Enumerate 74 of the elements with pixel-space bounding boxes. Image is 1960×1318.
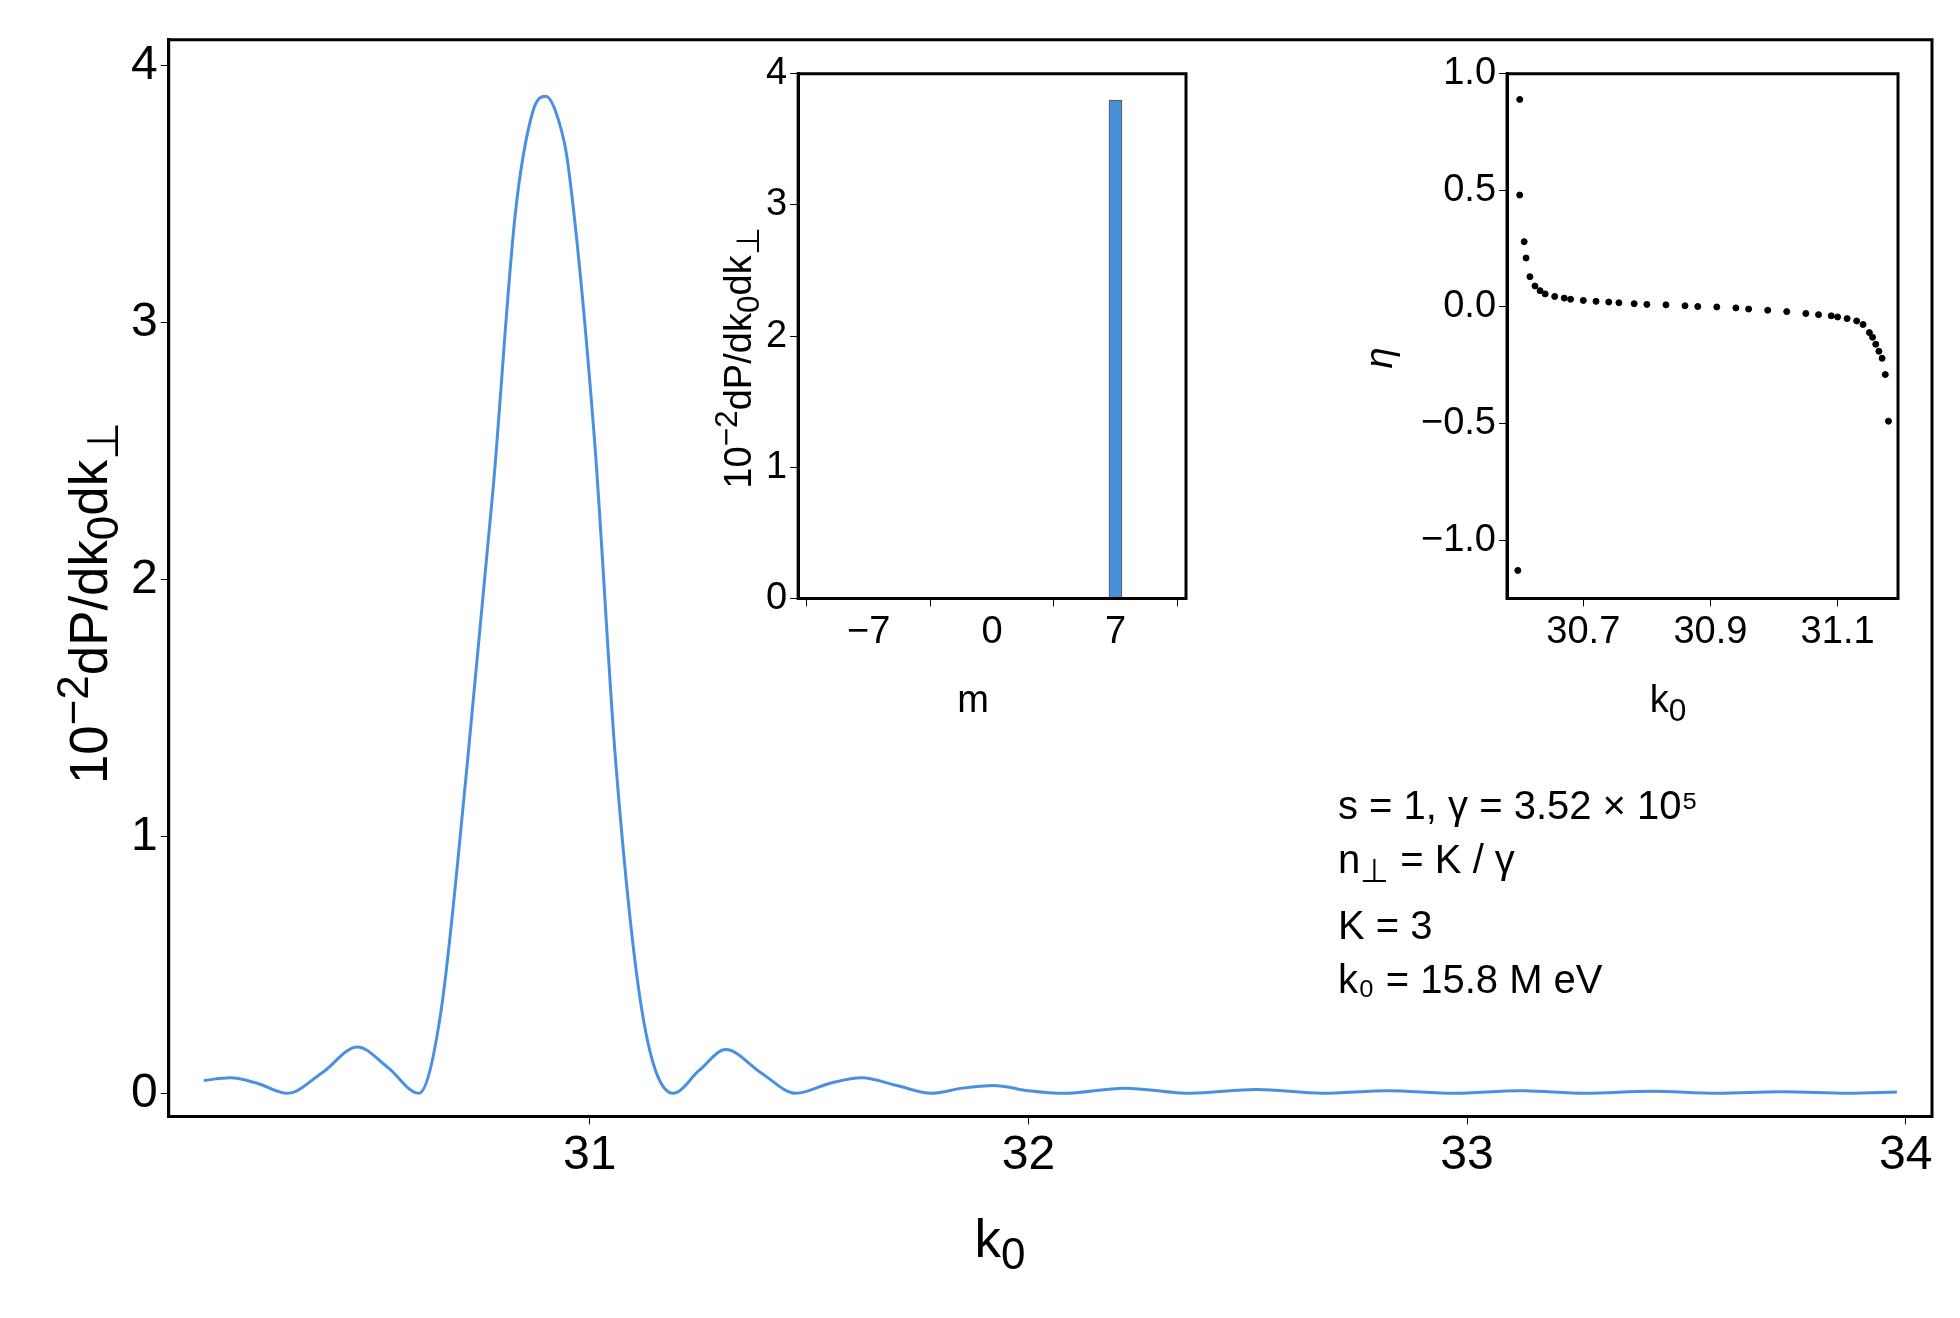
y-tick-label: 2 — [765, 312, 788, 355]
point — [1827, 312, 1835, 320]
y-tick-label: −1.0 — [1420, 516, 1497, 559]
y-tick-label: 0.5 — [1443, 166, 1497, 209]
x-tick-label: −7 — [846, 608, 891, 651]
y-tick-label: 4 — [130, 35, 158, 89]
x-tick-label: 31 — [563, 1126, 617, 1180]
annotation: s = 1, γ = 3.52 × 10⁵ — [1338, 782, 1699, 829]
x-axis-title: k$_{0}$ — [1649, 678, 1687, 729]
y-axis-title: η — [1358, 347, 1401, 369]
y-tick-label: 1 — [765, 443, 788, 486]
point — [1802, 309, 1810, 317]
line-series — [202, 94, 1899, 1095]
annotation: K = 3 — [1338, 902, 1434, 949]
y-tick-label: −0.5 — [1420, 400, 1497, 443]
x-axis-title: m — [957, 678, 989, 721]
annotation: k₀ = 15.8 M eV — [1338, 956, 1604, 1003]
y-tick-label: 0.0 — [1443, 283, 1497, 326]
point — [1694, 302, 1702, 310]
point — [1859, 320, 1867, 328]
point — [1853, 317, 1861, 325]
x-tick-label: 34 — [1878, 1126, 1933, 1180]
point — [1567, 295, 1575, 303]
point — [1531, 282, 1539, 290]
y-tick-label: 3 — [130, 292, 158, 346]
point — [1551, 292, 1559, 300]
x-tick-label: 32 — [1001, 1126, 1056, 1180]
point — [1560, 294, 1568, 302]
x-axis-title: k$_{0}$ — [974, 1208, 1026, 1279]
point — [1514, 566, 1522, 574]
point — [1764, 306, 1772, 314]
point — [1881, 371, 1889, 379]
point — [1713, 303, 1721, 311]
point — [1605, 298, 1613, 306]
y-tick-label: 0 — [130, 1063, 158, 1117]
y-tick-label: 0 — [765, 574, 788, 617]
point — [1516, 191, 1524, 199]
point — [1643, 300, 1651, 308]
y-tick-label: 3 — [765, 181, 788, 224]
point — [1878, 354, 1886, 362]
x-tick-label: 31.1 — [1800, 608, 1875, 651]
point — [1815, 311, 1823, 319]
point — [1875, 347, 1883, 355]
point — [1865, 329, 1873, 337]
x-tick-label: 0 — [981, 608, 1003, 651]
point — [1884, 417, 1892, 425]
point — [1541, 290, 1549, 298]
point — [1869, 333, 1877, 341]
y-tick-label: 2 — [130, 549, 158, 603]
x-tick-label: 30.9 — [1673, 608, 1748, 651]
annotation: n$_{⊥}$ = K / γ — [1338, 836, 1516, 891]
point — [1579, 296, 1587, 304]
point — [1732, 304, 1740, 312]
point — [1662, 301, 1670, 309]
point — [1681, 302, 1689, 310]
point — [1783, 308, 1791, 316]
point — [1520, 238, 1528, 246]
y-tick-label: 4 — [765, 50, 788, 93]
x-tick-label: 33 — [1440, 1126, 1494, 1180]
x-tick-label: 7 — [1104, 608, 1127, 651]
point — [1522, 254, 1530, 262]
point — [1630, 300, 1638, 308]
point — [1745, 305, 1753, 313]
point — [1615, 299, 1623, 307]
y-tick-label: 1.0 — [1443, 50, 1497, 93]
y-tick-label: 1 — [130, 806, 158, 860]
point — [1843, 315, 1851, 323]
point — [1516, 95, 1524, 103]
point — [1592, 297, 1600, 305]
point — [1526, 273, 1534, 281]
x-tick-label: 30.7 — [1546, 608, 1621, 651]
point — [1834, 313, 1842, 321]
point — [1872, 340, 1880, 348]
point — [1536, 287, 1544, 295]
